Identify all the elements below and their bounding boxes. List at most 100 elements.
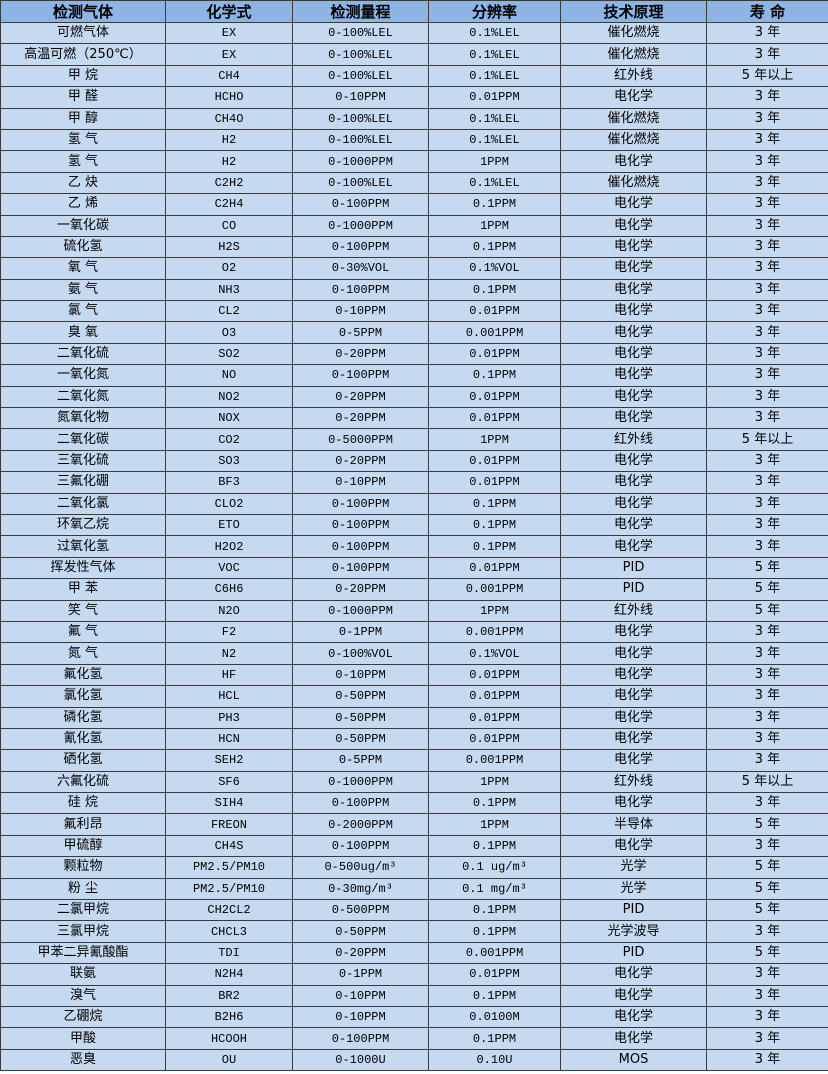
range-cell: 0-50PPM	[292, 920, 429, 943]
gas-cell: 二氧化氮	[0, 385, 166, 409]
resolution-cell: 0.01PPM	[428, 727, 561, 751]
gas-cell: 溴气	[0, 984, 166, 1007]
resolution-cell: 0.1 mg/m³	[428, 877, 561, 901]
formula-cell: CHCL3	[165, 920, 293, 943]
table-row: 甲硫醇 CH4S 0-100PPM 0.1PPM 电化学 3 年	[0, 834, 828, 858]
table-row: 一氧化碳 CO 0-1000PPM 1PPM 电化学 3 年	[0, 214, 828, 237]
range-cell: 0-100PPM	[292, 278, 429, 302]
range-cell: 0-1PPM	[292, 963, 429, 986]
formula-cell: CH4O	[165, 107, 293, 130]
range-cell: 0-50PPM	[292, 727, 429, 751]
resolution-cell: 0.01PPM	[428, 86, 561, 109]
table-row: 氟利昂 FREON 0-2000PPM 1PPM 半导体 5 年	[0, 813, 828, 836]
resolution-cell: 0.01PPM	[428, 706, 561, 729]
formula-cell: HF	[165, 663, 293, 687]
formula-cell: B2H6	[165, 1005, 293, 1029]
resolution-cell: 0.1%LEL	[428, 64, 561, 88]
principle-cell: 电化学	[560, 407, 707, 430]
principle-cell: PID	[560, 941, 707, 965]
table-row: 二氯甲烷 CH2CL2 0-500PPM 0.1PPM PID 5 年	[0, 899, 828, 922]
formula-cell: OU	[165, 1048, 293, 1072]
resolution-cell: 0.01PPM	[428, 663, 561, 687]
table-row: 乙 炔 C2H2 0-100%LEL 0.1%LEL 催化燃烧 3 年	[0, 171, 828, 195]
table-row: 甲苯二异氰酸酯 TDI 0-20PPM 0.001PPM PID 5 年	[0, 941, 828, 965]
lifetime-cell: 3 年	[706, 685, 828, 708]
table-row: 环氧乙烷 ETO 0-100PPM 0.1PPM 电化学 3 年	[0, 513, 828, 537]
table-row: 硅 烷 SIH4 0-100PPM 0.1PPM 电化学 3 年	[0, 792, 828, 815]
lifetime-cell: 3 年	[706, 792, 828, 815]
principle-cell: 电化学	[560, 1027, 707, 1050]
principle-cell: 红外线	[560, 770, 707, 794]
lifetime-cell: 3 年	[706, 1048, 828, 1072]
gas-cell: 乙 烯	[0, 193, 166, 216]
table-row: 甲 醇 CH4O 0-100%LEL 0.1%LEL 催化燃烧 3 年	[0, 107, 828, 130]
table-row: 三氯甲烷 CHCL3 0-50PPM 0.1PPM 光学波导 3 年	[0, 920, 828, 943]
resolution-cell: 0.1PPM	[428, 513, 561, 537]
formula-cell: EX	[165, 43, 293, 66]
lifetime-cell: 3 年	[706, 920, 828, 943]
range-cell: 0-1000PPM	[292, 214, 429, 237]
formula-cell: F2	[165, 620, 293, 644]
resolution-cell: 1PPM	[428, 150, 561, 173]
lifetime-cell: 3 年	[706, 342, 828, 366]
gas-cell: 氯化氢	[0, 685, 166, 708]
table-row: 甲 烷 CH4 0-100%LEL 0.1%LEL 红外线 5 年以上	[0, 64, 828, 88]
lifetime-cell: 3 年	[706, 642, 828, 665]
range-cell: 0-1000PPM	[292, 150, 429, 173]
formula-cell: CLO2	[165, 492, 293, 515]
range-cell: 0-1000U	[292, 1048, 429, 1072]
range-cell: 0-1000PPM	[292, 770, 429, 794]
range-cell: 0-10PPM	[292, 1005, 429, 1029]
header-principle: 技术原理	[560, 0, 707, 23]
range-cell: 0-10PPM	[292, 663, 429, 687]
principle-cell: 电化学	[560, 385, 707, 409]
gas-cell: 乙 炔	[0, 171, 166, 195]
resolution-cell: 0.01PPM	[428, 407, 561, 430]
principle-cell: 电化学	[560, 792, 707, 815]
formula-cell: N2H4	[165, 963, 293, 986]
range-cell: 0-50PPM	[292, 706, 429, 729]
lifetime-cell: 3 年	[706, 449, 828, 473]
gas-cell: 二氯甲烷	[0, 899, 166, 922]
range-cell: 0-20PPM	[292, 342, 429, 366]
table-row: 三氧化硫 SO3 0-20PPM 0.01PPM 电化学 3 年	[0, 449, 828, 473]
principle-cell: 电化学	[560, 749, 707, 772]
resolution-cell: 0.1PPM	[428, 278, 561, 302]
resolution-cell: 0.001PPM	[428, 749, 561, 772]
gas-cell: 甲酸	[0, 1027, 166, 1050]
resolution-cell: 0.001PPM	[428, 321, 561, 344]
principle-cell: 红外线	[560, 64, 707, 88]
resolution-cell: 0.1%LEL	[428, 21, 561, 45]
principle-cell: PID	[560, 578, 707, 601]
table-row: 笑 气 N2O 0-1000PPM 1PPM 红外线 5 年	[0, 599, 828, 622]
principle-cell: 电化学	[560, 86, 707, 109]
gas-cell: 六氟化硫	[0, 770, 166, 794]
table-row: 恶臭 OU 0-1000U 0.10U MOS 3 年	[0, 1048, 828, 1072]
gas-cell: 氟利昂	[0, 813, 166, 836]
principle-cell: 电化学	[560, 214, 707, 237]
range-cell: 0-20PPM	[292, 941, 429, 965]
principle-cell: 电化学	[560, 620, 707, 644]
table-row: 乙硼烷 B2H6 0-10PPM 0.0100M 电化学 3 年	[0, 1005, 828, 1029]
resolution-cell: 0.01PPM	[428, 342, 561, 366]
formula-cell: O2	[165, 257, 293, 280]
formula-cell: PH3	[165, 706, 293, 729]
gas-cell: 过氧化氢	[0, 535, 166, 558]
resolution-cell: 0.001PPM	[428, 941, 561, 965]
lifetime-cell: 5 年	[706, 599, 828, 622]
resolution-cell: 0.1PPM	[428, 1027, 561, 1050]
table-row: 甲 苯 C6H6 0-20PPM 0.001PPM PID 5 年	[0, 578, 828, 601]
resolution-cell: 0.01PPM	[428, 963, 561, 986]
range-cell: 0-30mg/m³	[292, 877, 429, 901]
gas-cell: 氟化氢	[0, 663, 166, 687]
formula-cell: PM2.5/PM10	[165, 856, 293, 879]
table-row: 氯化氢 HCL 0-50PPM 0.01PPM 电化学 3 年	[0, 685, 828, 708]
gas-cell: 氨 气	[0, 278, 166, 302]
resolution-cell: 0.1PPM	[428, 834, 561, 858]
lifetime-cell: 3 年	[706, 963, 828, 986]
table-row: 溴气 BR2 0-10PPM 0.1PPM 电化学 3 年	[0, 984, 828, 1007]
table-row: 乙 烯 C2H4 0-100PPM 0.1PPM 电化学 3 年	[0, 193, 828, 216]
gas-cell: 环氧乙烷	[0, 513, 166, 537]
resolution-cell: 0.1%LEL	[428, 107, 561, 130]
range-cell: 0-500PPM	[292, 899, 429, 922]
